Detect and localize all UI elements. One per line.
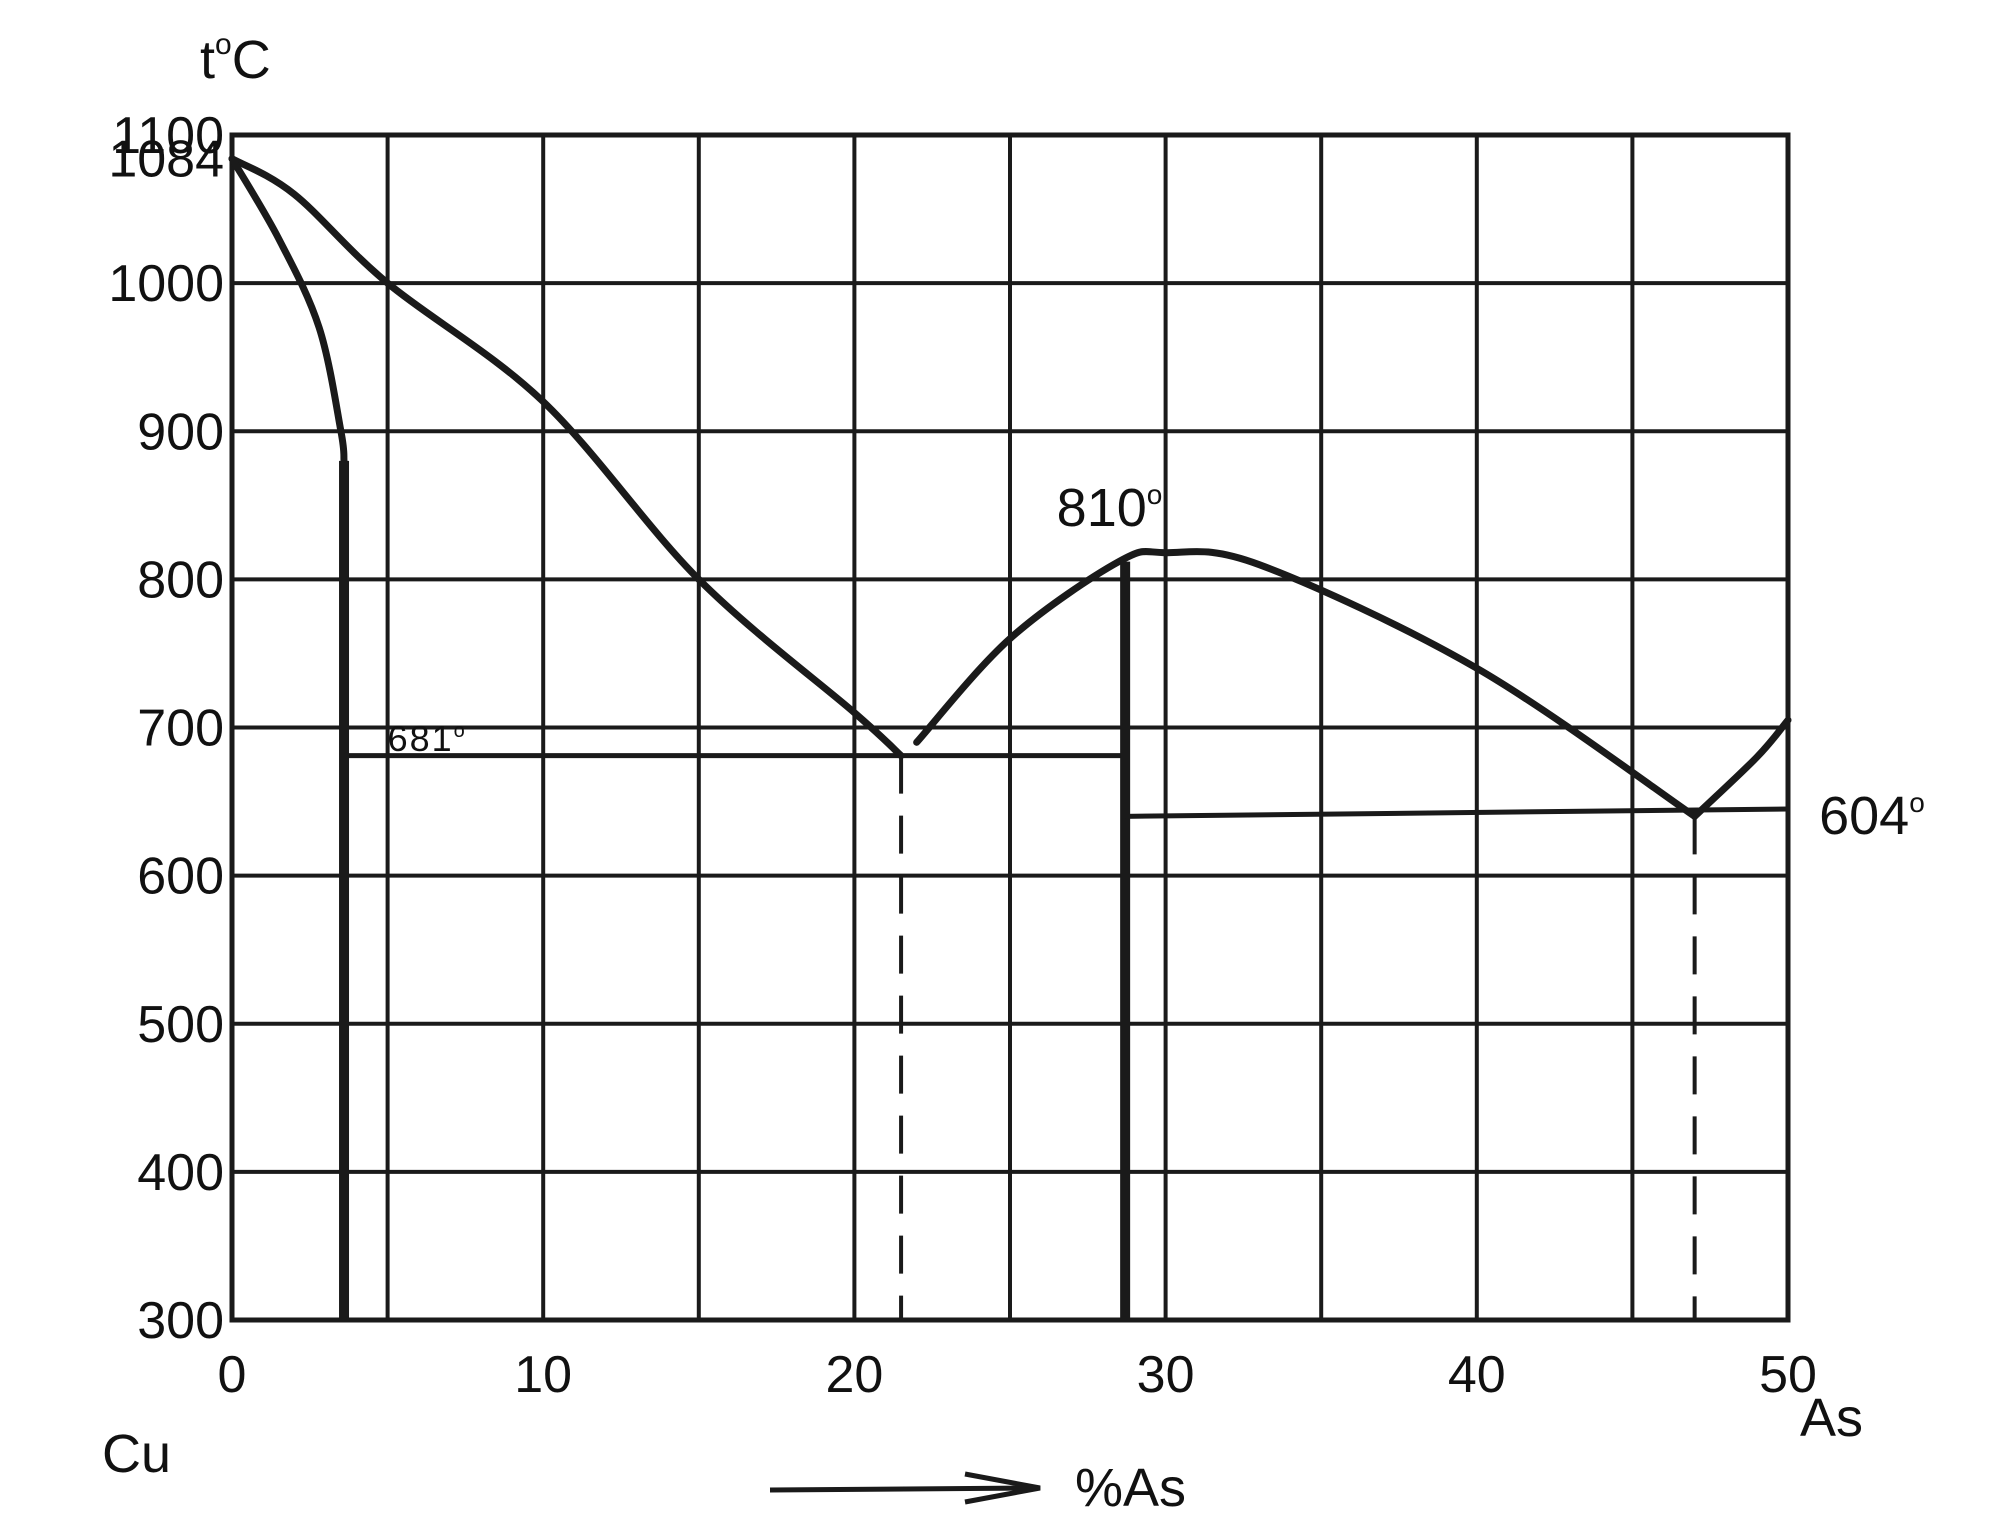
liquidus-curve: [1691, 716, 1792, 820]
iso-line: [1125, 806, 1789, 819]
y-tick-label: 500: [137, 996, 224, 1054]
x-axis-title: %As: [1075, 1458, 1186, 1518]
y-tick-label: 400: [137, 1144, 224, 1202]
x-tick-label: 10: [514, 1346, 572, 1404]
chart-annotations: 681o 810o 604o: [388, 478, 1925, 846]
x-axis-tick-labels: 0 10 20 30 40 50: [218, 1346, 1817, 1404]
y-tick-label: 1000: [108, 255, 224, 313]
x-tick-label: 50: [1759, 1346, 1817, 1404]
liquidus-curve: [228, 155, 905, 760]
liquidus-curve: [913, 548, 1699, 820]
y-tick-label: 1100: [112, 107, 224, 165]
y-tick-label: 1084: [108, 131, 224, 189]
y-tick-label: 800: [137, 551, 224, 609]
plot-frame: [229, 132, 1791, 1323]
x-tick-label: 30: [1137, 1346, 1195, 1404]
y-tick-label: 900: [137, 403, 224, 461]
liquidus-curve: [228, 155, 348, 465]
x-tick-label: 20: [825, 1346, 883, 1404]
chart-series: [228, 155, 1792, 1320]
x-axis-arrow-line: [769, 1485, 1036, 1493]
left-component-label: Cu: [102, 1424, 171, 1484]
y-tick-label: 700: [137, 700, 224, 758]
temperature-annotation: 681o: [388, 718, 467, 759]
x-axis-arrow-head: [964, 1471, 1041, 1505]
temperature-annotation: 604o: [1819, 786, 1925, 846]
y-axis-title: toC: [200, 28, 271, 90]
x-tick-label: 0: [218, 1346, 247, 1404]
temperature-annotation: 810o: [1057, 478, 1163, 538]
y-tick-label: 300: [137, 1292, 224, 1350]
x-tick-label: 40: [1448, 1346, 1506, 1404]
y-tick-label: 600: [137, 848, 224, 906]
right-component-label: As: [1800, 1388, 1863, 1448]
